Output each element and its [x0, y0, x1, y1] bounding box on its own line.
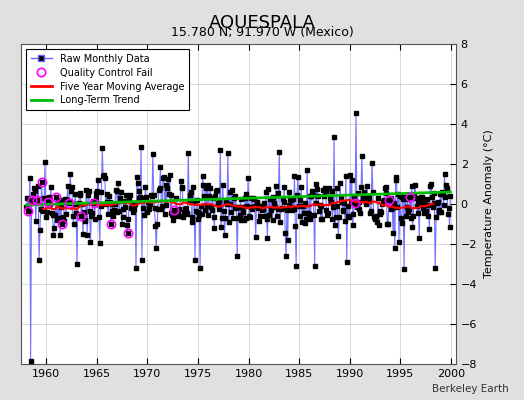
Text: 15.780 N, 91.970 W (Mexico): 15.780 N, 91.970 W (Mexico) — [171, 26, 353, 39]
Legend: Raw Monthly Data, Quality Control Fail, Five Year Moving Average, Long-Term Tren: Raw Monthly Data, Quality Control Fail, … — [26, 49, 189, 110]
Text: Berkeley Earth: Berkeley Earth — [432, 384, 508, 394]
Text: AQUESPALA: AQUESPALA — [209, 14, 315, 32]
Y-axis label: Temperature Anomaly (°C): Temperature Anomaly (°C) — [484, 130, 494, 278]
